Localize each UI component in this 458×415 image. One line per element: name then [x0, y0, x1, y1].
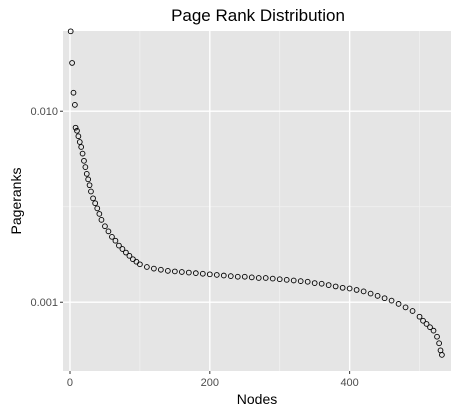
- data-point: [220, 272, 227, 279]
- data-point: [74, 127, 80, 134]
- chart-title: Page Rank Distribution: [171, 6, 345, 25]
- x-tick-label: 200: [201, 377, 219, 389]
- data-point: [178, 269, 185, 275]
- data-point: [90, 195, 96, 202]
- data-point: [423, 321, 430, 327]
- data-point: [367, 290, 374, 297]
- data-point: [241, 273, 248, 280]
- data-point: [119, 246, 126, 252]
- data-point: [430, 327, 437, 334]
- data-point: [72, 101, 78, 108]
- data-point: [255, 275, 262, 281]
- data-point: [81, 157, 87, 164]
- y-tick-label: 0.001: [30, 297, 58, 309]
- data-point: [151, 265, 157, 272]
- plot-panel: [63, 31, 451, 371]
- data-point: [109, 233, 115, 240]
- data-point: [234, 273, 241, 280]
- y-axis-label: Pageranks: [8, 168, 24, 235]
- data-point: [112, 237, 119, 244]
- data-point: [402, 304, 409, 311]
- data-point: [199, 270, 206, 277]
- data-point: [290, 277, 297, 284]
- data-point: [427, 324, 433, 331]
- y-tick-label: 0.010: [30, 106, 58, 118]
- data-point: [85, 176, 92, 183]
- data-point: [248, 274, 255, 281]
- data-point: [70, 89, 77, 96]
- data-point: [185, 269, 192, 276]
- data-point: [96, 211, 103, 217]
- data-point: [213, 272, 220, 278]
- data-point: [332, 283, 339, 290]
- data-point: [388, 297, 395, 304]
- data-point: [311, 280, 318, 286]
- data-point: [381, 295, 388, 302]
- data-point: [374, 293, 381, 299]
- data-point: [126, 252, 133, 259]
- data-point: [116, 242, 122, 249]
- data-point: [86, 182, 93, 189]
- data-point: [283, 276, 290, 283]
- data-point: [346, 285, 353, 292]
- data-point: [67, 28, 74, 35]
- x-axis-ticks: 0 200 400: [67, 371, 359, 389]
- data-points: [67, 28, 445, 358]
- data-point: [75, 133, 82, 140]
- data-point: [144, 264, 150, 270]
- data-point: [416, 313, 423, 320]
- grid-major: [63, 31, 451, 371]
- data-point: [78, 144, 85, 150]
- data-point: [69, 60, 75, 66]
- data-point: [83, 171, 90, 177]
- data-point: [339, 284, 346, 291]
- data-point: [137, 261, 143, 268]
- data-point: [262, 275, 269, 281]
- data-point: [269, 275, 276, 282]
- data-point: [395, 301, 402, 307]
- y-axis-ticks: 0.001 0.010: [30, 106, 63, 309]
- data-point: [420, 317, 426, 324]
- data-point: [123, 249, 129, 256]
- data-point: [72, 124, 79, 131]
- data-point: [297, 278, 304, 284]
- data-point: [304, 278, 311, 285]
- data-point: [76, 139, 83, 145]
- data-point: [79, 150, 86, 157]
- data-point: [434, 333, 440, 340]
- grid-minor: [63, 31, 451, 371]
- data-point: [165, 267, 171, 274]
- data-point: [325, 282, 332, 288]
- data-point: [227, 273, 234, 279]
- data-point: [206, 271, 213, 278]
- data-point: [92, 200, 99, 207]
- data-point: [439, 352, 445, 358]
- data-point: [353, 287, 360, 293]
- data-point: [192, 270, 199, 276]
- data-point: [409, 308, 416, 314]
- data-point: [88, 188, 94, 195]
- data-point: [436, 340, 442, 347]
- x-tick-label: 400: [340, 377, 358, 389]
- data-point: [318, 280, 325, 287]
- data-point: [276, 276, 283, 283]
- data-point: [105, 228, 112, 235]
- data-point: [82, 164, 89, 170]
- data-point: [94, 205, 101, 212]
- data-point: [98, 216, 105, 223]
- x-axis-label: Nodes: [237, 391, 277, 407]
- data-point: [102, 223, 108, 230]
- data-point: [172, 268, 178, 275]
- x-tick-label: 0: [67, 377, 73, 389]
- data-point: [360, 288, 367, 295]
- data-point: [158, 266, 164, 273]
